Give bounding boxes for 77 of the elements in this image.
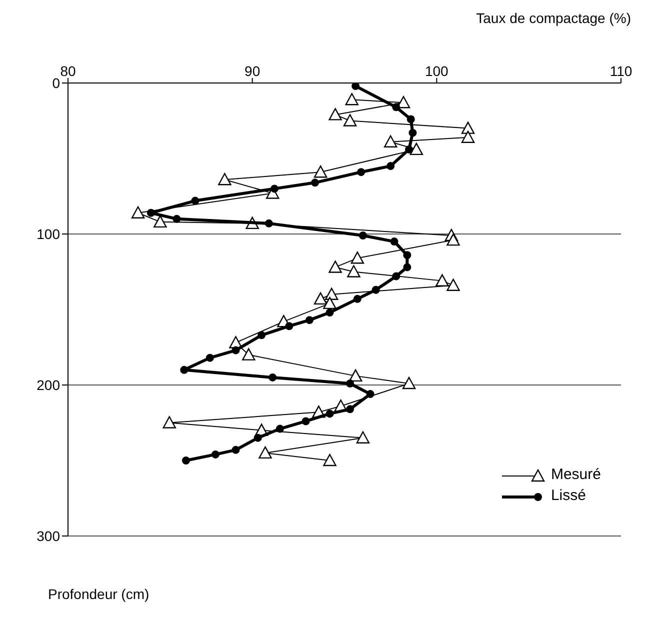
point — [403, 251, 412, 260]
point — [353, 294, 362, 303]
point — [326, 308, 334, 317]
point — [206, 354, 214, 362]
point — [211, 450, 220, 458]
point — [405, 145, 414, 154]
point — [366, 390, 374, 398]
point — [258, 446, 272, 459]
point — [372, 286, 380, 294]
point — [348, 369, 362, 382]
point — [328, 108, 342, 120]
point — [357, 168, 366, 176]
point — [410, 142, 423, 156]
point — [323, 296, 336, 310]
point — [347, 265, 360, 278]
point — [314, 165, 328, 178]
point — [386, 162, 395, 170]
x-tick-label: 90 — [244, 63, 260, 79]
point — [131, 206, 145, 218]
point — [403, 263, 412, 272]
y-tick-label: 300 — [36, 528, 60, 544]
point — [172, 214, 181, 223]
point — [258, 331, 266, 340]
point — [314, 292, 328, 305]
point — [302, 417, 310, 426]
point — [446, 278, 460, 291]
point — [268, 373, 277, 382]
x-tick-label: 110 — [610, 63, 632, 79]
point — [392, 103, 400, 112]
x-tick-label: 80 — [60, 63, 76, 79]
legend-label: Mesuré — [550, 466, 601, 483]
point — [390, 238, 398, 246]
point — [232, 446, 240, 454]
point — [182, 456, 190, 464]
point — [406, 115, 415, 124]
point — [218, 173, 232, 186]
point — [276, 424, 284, 433]
point — [285, 322, 294, 330]
point — [402, 376, 416, 390]
point — [254, 434, 262, 442]
point — [392, 272, 400, 280]
point — [436, 274, 449, 286]
point — [346, 379, 354, 388]
point — [324, 288, 338, 300]
y-tick-label: 0 — [52, 74, 60, 91]
point — [461, 130, 475, 143]
point — [232, 346, 240, 354]
x-axis-title: Taux de compactage (%) — [476, 10, 631, 26]
point — [242, 348, 256, 360]
x-tick-label: 100 — [424, 63, 449, 79]
y-tick-label: 200 — [36, 376, 60, 393]
point — [264, 219, 273, 228]
y-axis-title: Profondeur (cm) — [48, 586, 150, 602]
point — [446, 233, 460, 246]
point — [328, 260, 342, 273]
point — [323, 454, 336, 466]
point — [384, 135, 398, 148]
point — [270, 184, 278, 193]
point — [311, 178, 320, 187]
point — [345, 93, 358, 106]
y-tick-label: 100 — [36, 226, 60, 242]
point — [343, 114, 357, 126]
point — [346, 405, 354, 414]
point — [352, 83, 360, 90]
point — [191, 196, 200, 205]
point — [162, 416, 176, 428]
point — [154, 215, 167, 228]
point — [461, 122, 475, 134]
legend-label: Lissé — [550, 487, 586, 504]
point — [350, 252, 364, 264]
point — [146, 208, 155, 217]
point — [326, 410, 334, 418]
point — [356, 431, 370, 444]
point — [305, 316, 314, 324]
point — [358, 232, 367, 240]
point — [408, 128, 417, 137]
point — [180, 366, 188, 374]
